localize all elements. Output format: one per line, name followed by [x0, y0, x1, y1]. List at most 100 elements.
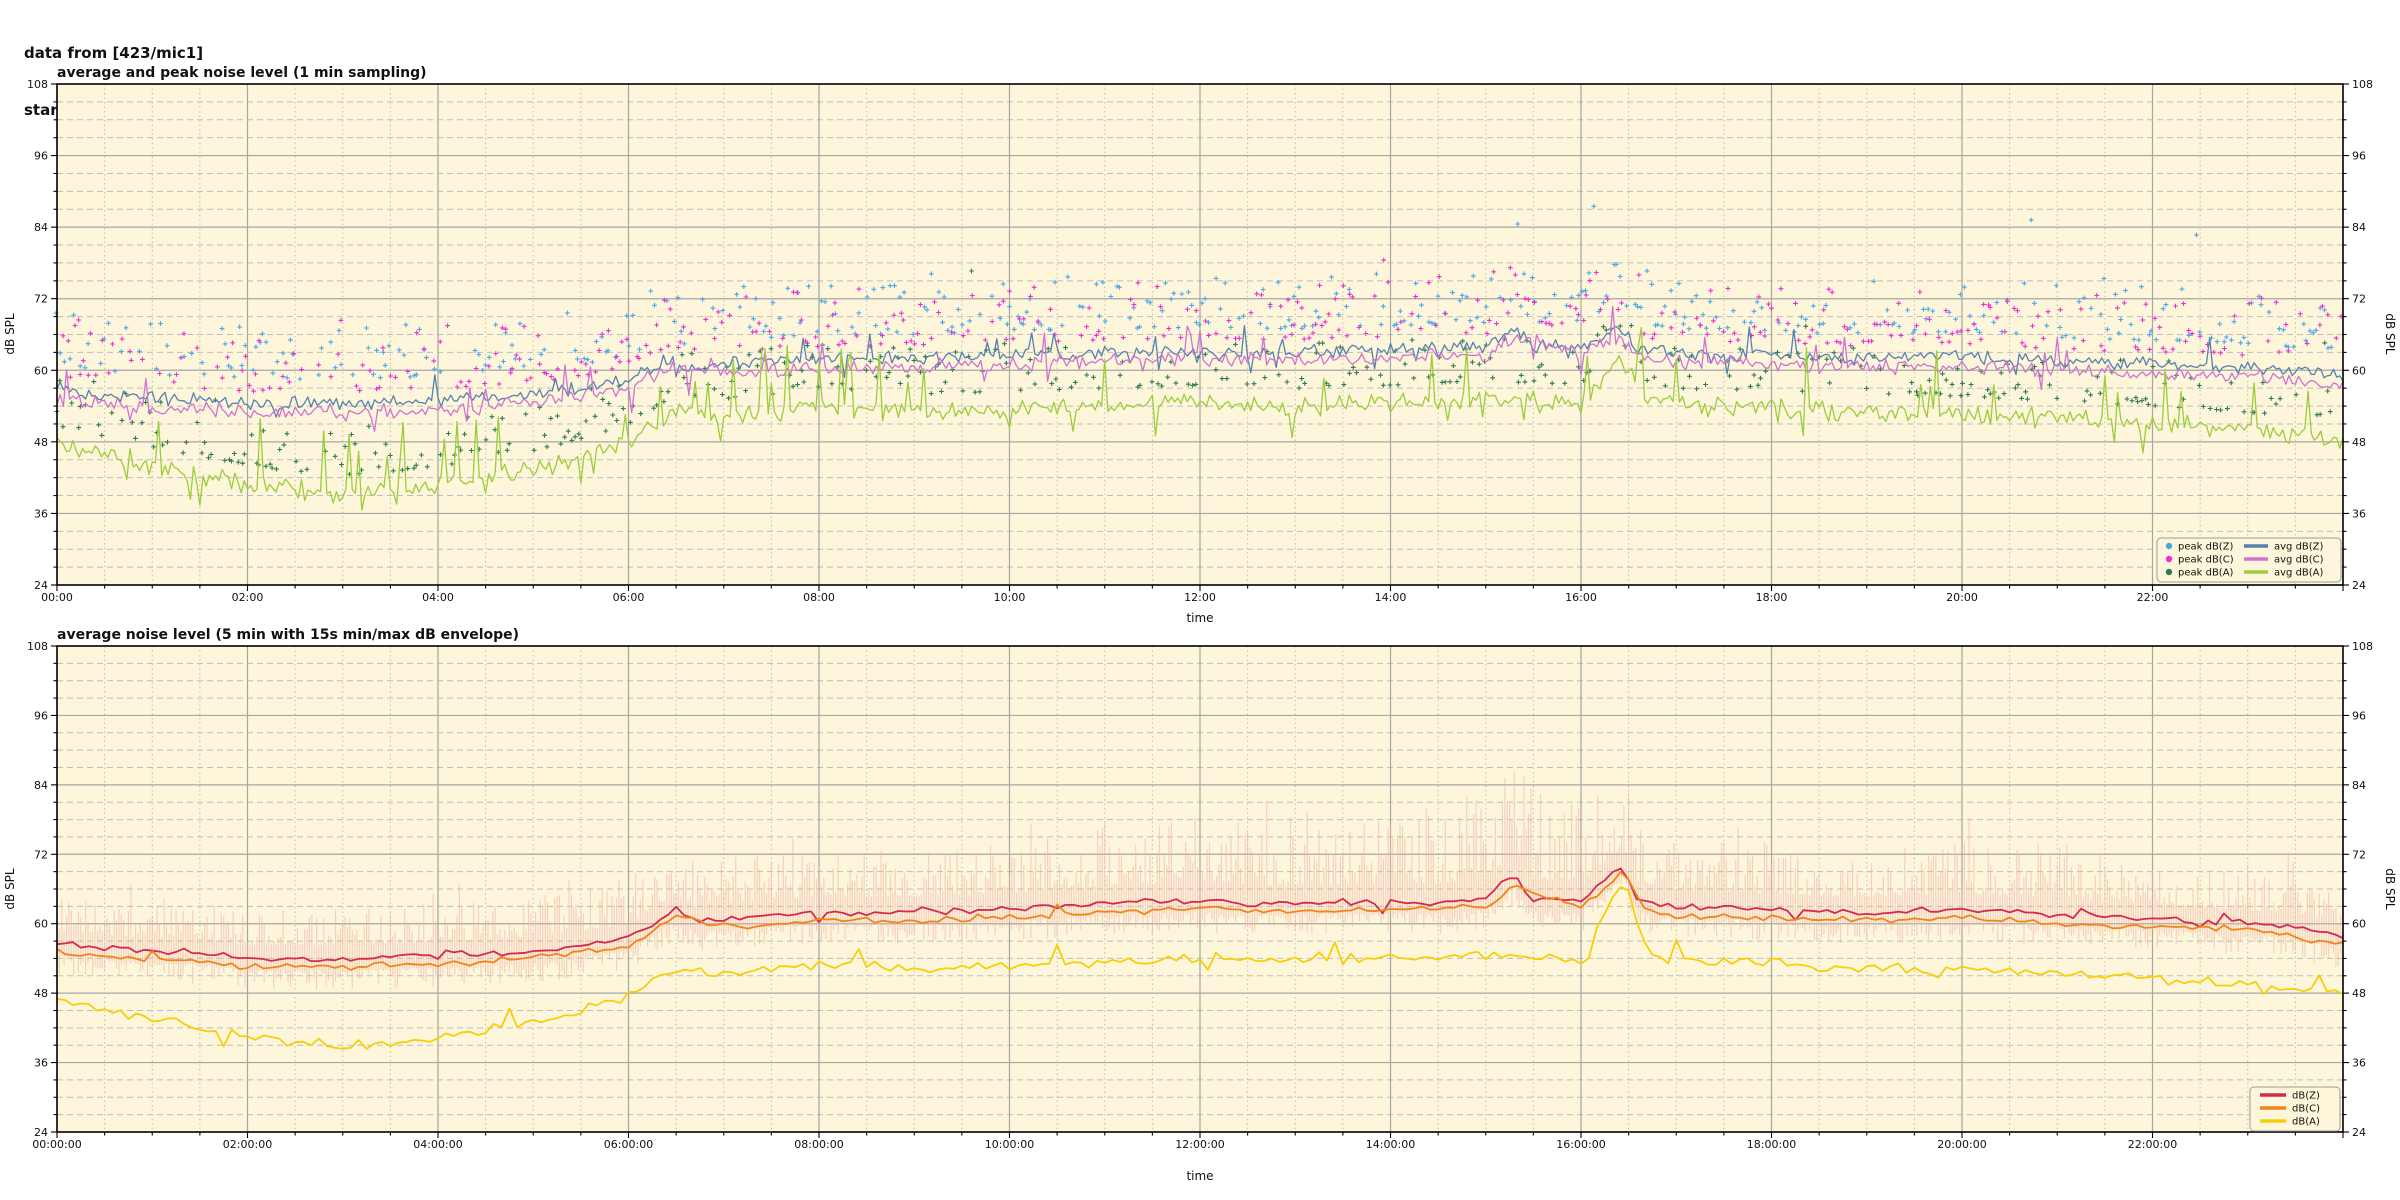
- y-tick-label-right: 84: [2352, 221, 2366, 234]
- header-data-source: data from [423/mic1]: [24, 44, 204, 62]
- legend-label: dB(A): [2292, 1117, 2320, 1128]
- series-line-db-z-: [56, 867, 2344, 962]
- legend-item: avg dB(Z): [2244, 542, 2324, 553]
- legend-item: peak dB(Z): [2165, 542, 2234, 553]
- x-tick-label: 10:00:00: [985, 1138, 1034, 1151]
- y-tick-label-right: 96: [2352, 150, 2366, 163]
- y-tick-label-left: 24: [34, 579, 48, 592]
- legend-label: dB(Z): [2292, 1091, 2320, 1102]
- y-tick-label-left: 48: [34, 987, 48, 1000]
- legend-item: dB(Z): [2260, 1091, 2320, 1102]
- y-tick-label-left: 96: [34, 709, 48, 722]
- y-tick-label-right: 60: [2352, 364, 2366, 377]
- x-tick-label: 18:00: [1756, 591, 1788, 604]
- y-tick-label-left: 108: [27, 78, 48, 91]
- series-line-db-c-: [56, 871, 2344, 971]
- y-tick-label-left: 24: [34, 1126, 48, 1139]
- chart1-yaxis-label-right: dB SPL: [2383, 313, 2397, 355]
- axis-ticks: [51, 645, 2349, 1138]
- y-tick-label-left: 84: [34, 779, 48, 792]
- gridlines: [57, 646, 2343, 1132]
- legend: dB(Z) dB(C) dB(A): [2249, 1086, 2341, 1132]
- y-tick-label-left: 72: [34, 293, 48, 306]
- y-tick-label-left: 72: [34, 848, 48, 861]
- legend-label: dB(C): [2292, 1104, 2320, 1115]
- x-tick-label: 12:00: [1184, 591, 1216, 604]
- y-tick-label-right: 96: [2352, 709, 2366, 722]
- legend-item: peak dB(A): [2165, 568, 2234, 579]
- x-tick-label: 12:00:00: [1175, 1138, 1224, 1151]
- y-tick-label-right: 24: [2352, 1126, 2366, 1139]
- y-tick-label-right: 36: [2352, 507, 2366, 520]
- chart2-yaxis-label-right: dB SPL: [2383, 868, 2397, 910]
- x-tick-label: 20:00: [1946, 591, 1978, 604]
- x-tick-label: 16:00: [1565, 591, 1597, 604]
- x-tick-label: 20:00:00: [1937, 1138, 1986, 1151]
- series-scatter-peak-db-z-: [53, 203, 2334, 382]
- y-tick-label-right: 108: [2352, 78, 2373, 91]
- series-scatter-peak-db-c-: [60, 257, 2344, 394]
- y-tick-label-left: 96: [34, 150, 48, 163]
- x-tick-label: 02:00:00: [223, 1138, 272, 1151]
- x-tick-label: 22:00: [2137, 591, 2169, 604]
- legend-label: peak dB(C): [2178, 555, 2234, 566]
- series-line-avg-db-c-: [56, 305, 2344, 432]
- x-tick-label: 04:00: [422, 591, 454, 604]
- y-tick-label-left: 36: [34, 1057, 48, 1070]
- x-tick-label: 08:00:00: [794, 1138, 843, 1151]
- legend-marker-dot: [2165, 568, 2173, 576]
- y-tick-label-left: 84: [34, 221, 48, 234]
- y-tick-label-right: 72: [2352, 293, 2366, 306]
- chart1-yaxis-label-left: dB SPL: [3, 313, 17, 355]
- y-tick-label-left: 108: [27, 640, 48, 653]
- legend-marker-dot: [2165, 555, 2173, 563]
- chart-avg-noise-envelope: 00:00:00 02:00:00 04:00:00 06:00:00 08:00:00…: [27, 640, 2373, 1151]
- x-tick-label: 00:00: [41, 591, 73, 604]
- legend-item: peak dB(C): [2165, 555, 2234, 566]
- x-tick-label: 18:00:00: [1747, 1138, 1796, 1151]
- tick-labels: 00:00 02:00 04:00 06:00 08:00 10:00 12:00 14:00…: [27, 78, 2373, 604]
- legend-label: avg dB(Z): [2274, 542, 2324, 553]
- tick-labels: 00:00:00 02:00:00 04:00:00 06:00:00 08:00:00…: [27, 640, 2373, 1151]
- chart2-title: average noise level (5 min with 15s min/…: [57, 627, 519, 643]
- x-tick-label: 22:00:00: [2128, 1138, 2177, 1151]
- series-line-avg-db-z-: [56, 324, 2344, 418]
- legend-label: peak dB(Z): [2178, 542, 2234, 553]
- legend-item: avg dB(C): [2244, 555, 2324, 566]
- y-tick-label-right: 48: [2352, 436, 2366, 449]
- x-tick-label: 06:00: [613, 591, 645, 604]
- legend-label: avg dB(C): [2274, 555, 2324, 566]
- y-tick-label-right: 24: [2352, 579, 2366, 592]
- series-line-db-a-: [56, 886, 2344, 1050]
- y-tick-label-right: 48: [2352, 987, 2366, 1000]
- series-layer: [53, 203, 2344, 511]
- legend-marker-dot: [2165, 542, 2173, 550]
- chart1-title: average and peak noise level (1 min samp…: [57, 65, 427, 81]
- y-tick-label-right: 84: [2352, 779, 2366, 792]
- legend: peak dB(Z) peak dB(C) peak dB(A) avg dB(Z) a…: [2156, 537, 2342, 583]
- gridlines: [57, 84, 2343, 585]
- y-tick-label-left: 60: [34, 918, 48, 931]
- y-tick-label-left: 48: [34, 436, 48, 449]
- x-tick-label: 16:00:00: [1556, 1138, 1605, 1151]
- y-tick-label-right: 72: [2352, 848, 2366, 861]
- x-tick-label: 06:00:00: [604, 1138, 653, 1151]
- axis-ticks: [51, 83, 2349, 591]
- series-line-avg-db-a-: [56, 326, 2344, 511]
- y-tick-label-right: 60: [2352, 918, 2366, 931]
- x-tick-label: 14:00:00: [1366, 1138, 1415, 1151]
- y-tick-label-right: 36: [2352, 1057, 2366, 1070]
- chart-avg-peak-noise: 00:00 02:00 04:00 06:00 08:00 10:00 12:00 14:00…: [27, 78, 2373, 604]
- chart2-yaxis-label-left: dB SPL: [3, 868, 17, 910]
- legend-item: dB(C): [2260, 1104, 2320, 1115]
- x-tick-label: 00:00:00: [32, 1138, 81, 1151]
- legend-item: dB(A): [2260, 1117, 2320, 1128]
- legend-label: peak dB(A): [2178, 568, 2234, 579]
- x-tick-label: 04:00:00: [413, 1138, 462, 1151]
- y-tick-label-right: 108: [2352, 640, 2373, 653]
- x-tick-label: 14:00: [1375, 591, 1407, 604]
- chart2-xaxis-label: time: [1186, 1169, 1213, 1183]
- y-tick-label-left: 60: [34, 364, 48, 377]
- x-tick-label: 10:00: [994, 591, 1026, 604]
